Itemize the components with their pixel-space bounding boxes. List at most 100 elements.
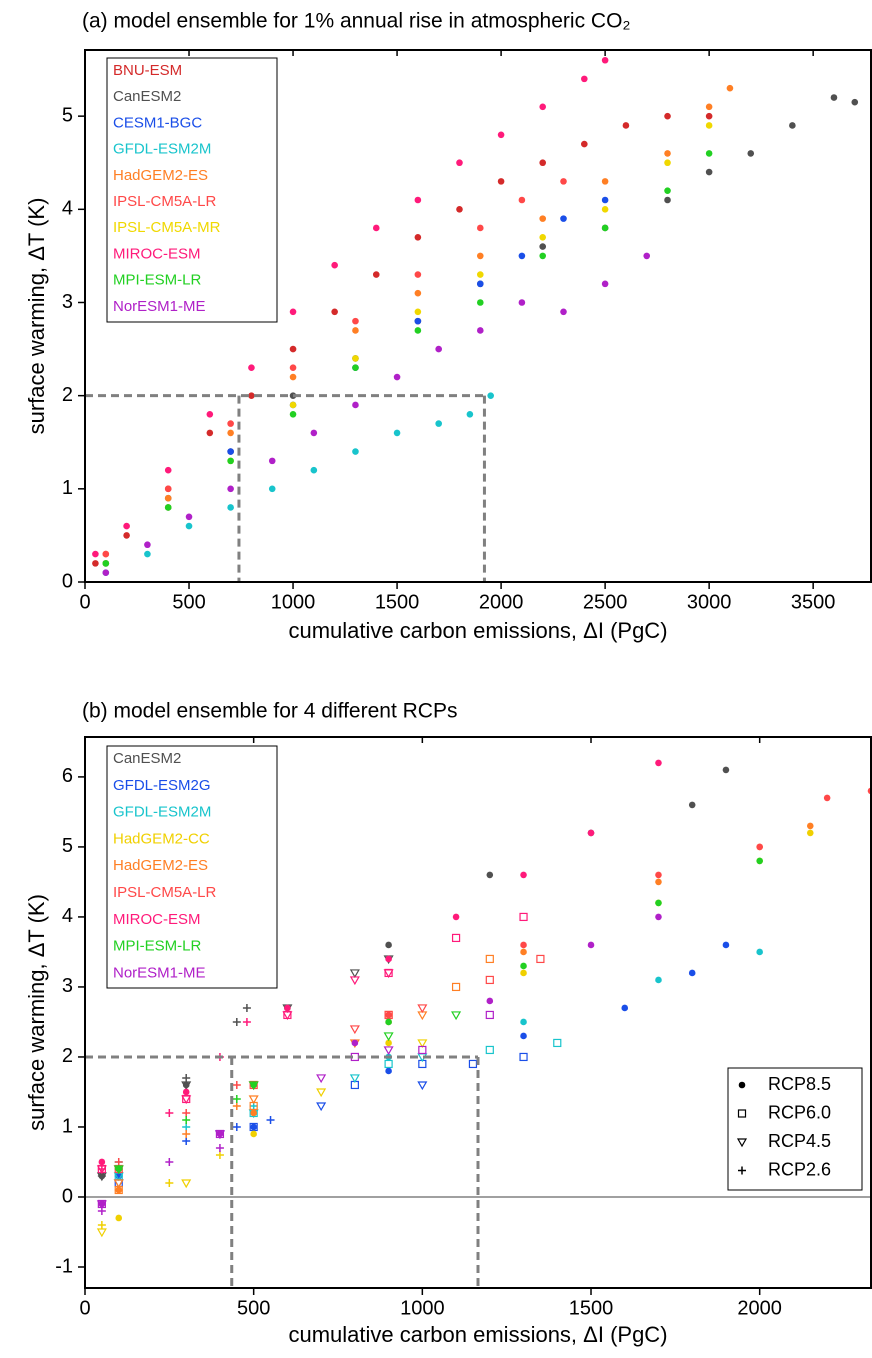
data-point	[349, 976, 360, 986]
data-point	[539, 233, 547, 241]
legend-label: IPSL-CM5A-MR	[113, 219, 221, 236]
data-point	[232, 1101, 241, 1110]
data-point	[519, 912, 528, 922]
x-tick-label: 1000	[271, 591, 316, 613]
data-point	[227, 429, 234, 437]
data-point	[664, 150, 671, 157]
data-point	[310, 429, 318, 437]
data-point	[417, 1004, 428, 1014]
data-point	[553, 1038, 562, 1048]
y-tick-label: 1	[62, 1115, 73, 1137]
data-point	[385, 1039, 392, 1047]
data-point	[485, 1010, 494, 1020]
data-point	[182, 1136, 191, 1145]
data-point	[655, 871, 662, 879]
data-point	[414, 327, 422, 334]
y-tick-label: 5	[62, 104, 73, 126]
data-point	[806, 822, 814, 830]
data-point	[165, 1178, 174, 1187]
data-point	[539, 159, 547, 167]
data-point	[722, 766, 730, 774]
x-tick-label: 1500	[375, 591, 420, 613]
data-point	[520, 1018, 527, 1026]
data-point	[289, 410, 297, 418]
data-point	[227, 504, 234, 511]
data-point	[385, 1067, 392, 1075]
data-point	[747, 150, 755, 157]
data-point	[581, 75, 588, 83]
data-point	[622, 122, 630, 129]
data-point	[476, 224, 484, 232]
data-point	[806, 829, 814, 837]
plot-frame	[84, 49, 872, 583]
data-point	[316, 1102, 327, 1112]
data-point	[282, 1011, 293, 1021]
data-point	[726, 84, 734, 92]
data-point	[310, 466, 318, 474]
legend-label: MIROC-ESM	[113, 911, 201, 928]
data-point	[451, 933, 461, 943]
x-axis-label: cumulative carbon emissions, ΔI (PgC)	[288, 618, 667, 643]
data-point	[621, 1004, 629, 1012]
data-point	[97, 1206, 106, 1215]
data-point	[164, 494, 172, 502]
y-tick-label: 2	[62, 384, 73, 406]
x-tick-label: 1000	[400, 1297, 445, 1319]
data-point	[289, 308, 297, 316]
data-point	[352, 355, 359, 362]
data-point	[655, 899, 662, 907]
legend-label: NorESM1-ME	[113, 298, 206, 315]
data-point	[486, 997, 494, 1005]
data-point	[435, 345, 442, 353]
data-point	[601, 56, 609, 64]
data-point	[587, 941, 595, 949]
data-point	[227, 448, 234, 455]
data-point	[115, 1214, 123, 1222]
data-point	[756, 843, 763, 851]
data-point	[414, 271, 422, 278]
data-point	[249, 1122, 258, 1132]
data-point	[520, 871, 527, 879]
data-point	[248, 1081, 259, 1091]
data-point	[601, 196, 609, 204]
data-point	[705, 103, 713, 111]
data-point	[352, 327, 359, 334]
data-point	[248, 392, 255, 399]
data-point	[789, 122, 796, 129]
data-point	[352, 364, 359, 372]
data-point	[215, 1150, 224, 1159]
data-point	[227, 420, 234, 427]
y-tick-label: 3	[62, 975, 73, 997]
data-point	[182, 1073, 191, 1082]
data-point	[722, 941, 730, 949]
data-point	[232, 1094, 241, 1103]
data-point	[414, 233, 422, 241]
data-point	[227, 457, 234, 465]
x-tick-label: 2000	[737, 1297, 782, 1319]
data-point	[456, 206, 463, 213]
data-points	[96, 759, 871, 1238]
legend-label: RCP4.5	[768, 1131, 831, 1151]
data-point	[102, 550, 110, 558]
data-point	[476, 271, 484, 278]
data-point	[372, 271, 380, 278]
data-point	[414, 308, 422, 316]
data-point	[587, 829, 595, 837]
data-point	[284, 1004, 291, 1012]
plot-frame	[84, 736, 872, 1289]
data-point	[705, 122, 713, 129]
legend-label: CESM1-BGC	[113, 114, 202, 131]
data-point	[688, 969, 696, 977]
data-point	[164, 504, 172, 511]
data-point	[92, 550, 99, 558]
data-point	[664, 112, 671, 120]
data-point	[520, 1032, 527, 1040]
data-point	[185, 513, 193, 521]
data-point	[756, 948, 763, 956]
data-point	[206, 429, 214, 437]
legend-label: IPSL-CM5A-LR	[113, 193, 217, 210]
data-point	[414, 196, 422, 204]
data-point	[456, 159, 463, 167]
data-point	[655, 976, 662, 984]
